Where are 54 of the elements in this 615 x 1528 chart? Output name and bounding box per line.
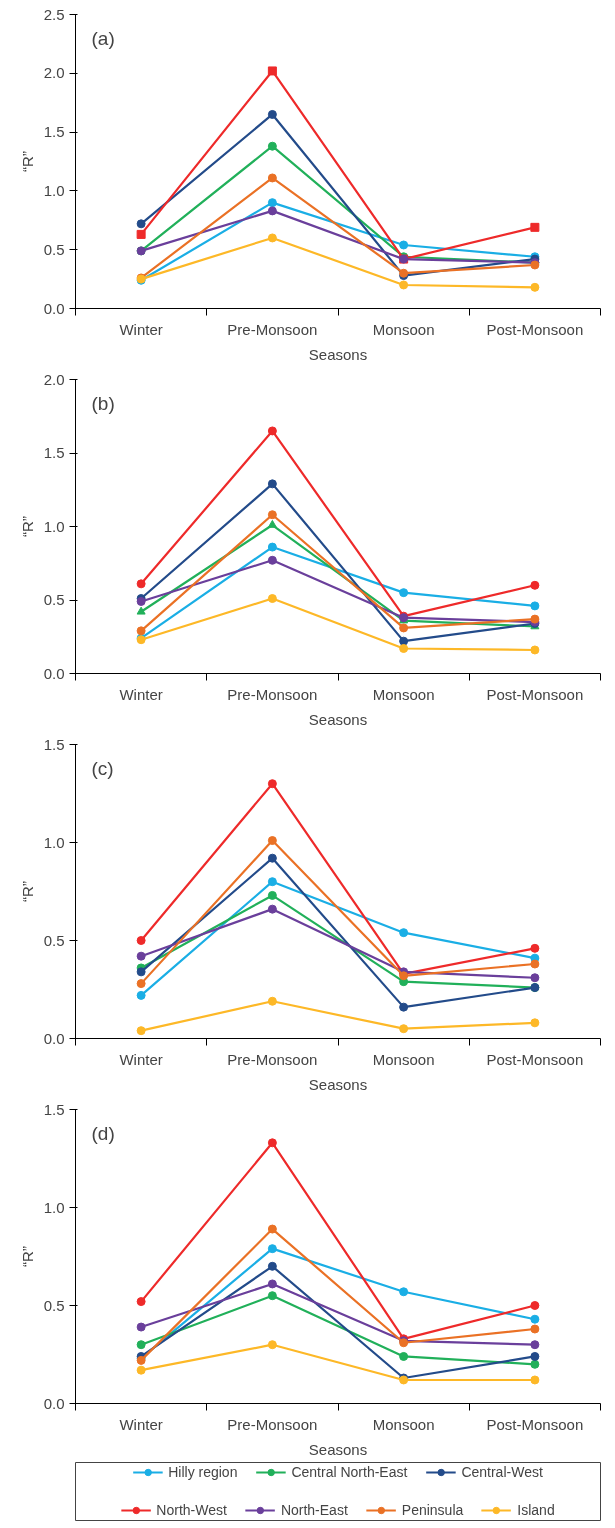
y-tick-label: 0.0 (43, 1029, 65, 1047)
legend-label: North-West (156, 1502, 227, 1518)
y-tick-label: 0.5 (43, 931, 65, 949)
y-tick-label: 1.0 (43, 181, 65, 199)
x-tick-label: Monsoon (372, 1050, 435, 1068)
x-axis-title: Seasons (308, 710, 368, 728)
y-tick-label: 2.5 (43, 5, 65, 23)
x-tick-label: Monsoon (372, 320, 435, 338)
x-tick-label: Post-Monsoon (486, 1415, 584, 1433)
text: (b) (91, 392, 115, 414)
y-tick-label: 1.5 (43, 444, 65, 461)
y-axis-title: “R” (18, 1246, 36, 1267)
y-tick-label: 0.5 (43, 591, 65, 608)
x-tick-label: Pre-Monsoon (227, 1050, 318, 1068)
x-tick-label: Winter (119, 1050, 163, 1068)
x-axis-title: Seasons (308, 1440, 368, 1458)
y-tick-label: 0.5 (43, 1296, 65, 1314)
y-tick-label: 1.0 (43, 517, 65, 535)
y-tick-label: 0.5 (43, 240, 65, 258)
y-tick-label: 0.0 (43, 1394, 65, 1412)
y-tick-label: 1.5 (43, 735, 65, 753)
legend-label: North-East (280, 1502, 348, 1518)
text: (c) (91, 757, 114, 779)
x-tick-label: Post-Monsoon (486, 1050, 584, 1068)
y-tick-label: 0.0 (43, 664, 65, 682)
legend-label: Central North-East (291, 1464, 408, 1480)
x-tick-label: Winter (119, 685, 163, 703)
text: (a) (91, 27, 115, 49)
legend-label: Island (517, 1502, 555, 1518)
legend-label: Peninsula (401, 1502, 464, 1518)
x-tick-label: Post-Monsoon (486, 320, 584, 338)
y-tick-label: 1.0 (43, 1198, 65, 1216)
x-tick-label: Winter (119, 320, 163, 338)
legend-label: Central-West (461, 1464, 543, 1480)
x-axis-title: Seasons (308, 345, 368, 363)
x-axis-title: Seasons (308, 1075, 368, 1093)
x-tick-label: Pre-Monsoon (227, 320, 318, 338)
y-tick-label: 0.0 (43, 299, 65, 317)
text: (d) (91, 1122, 115, 1144)
x-tick-label: Pre-Monsoon (227, 1415, 318, 1433)
x-tick-label: Pre-Monsoon (227, 685, 318, 703)
x-tick-label: Post-Monsoon (486, 685, 584, 703)
x-tick-label: Monsoon (372, 685, 435, 703)
y-tick-label: 1.0 (43, 833, 65, 851)
x-tick-label: Monsoon (372, 1415, 435, 1433)
y-tick-label: 2.0 (43, 64, 65, 82)
x-tick-label: Winter (119, 1415, 163, 1433)
y-axis-title: “R” (18, 516, 36, 537)
y-tick-label: 1.5 (43, 1100, 65, 1118)
y-axis-title: “R” (18, 151, 36, 172)
y-axis-title: “R” (18, 881, 36, 902)
y-tick-label: 1.5 (43, 123, 65, 141)
legend-label: Hilly region (168, 1464, 238, 1480)
y-tick-label: 2.0 (43, 370, 65, 388)
